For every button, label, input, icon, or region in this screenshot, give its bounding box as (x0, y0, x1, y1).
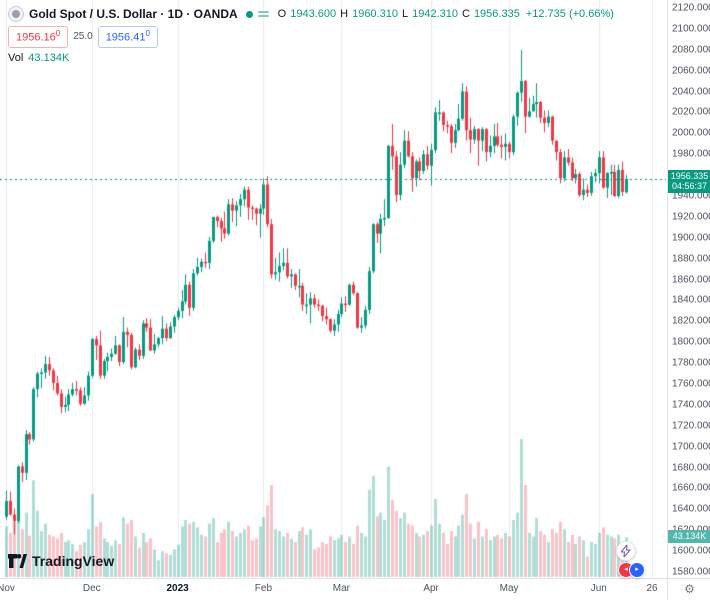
price-axis-label: 1840.000 (672, 294, 710, 306)
open-label: O (277, 8, 287, 20)
close-value: 1956.335 (473, 8, 520, 20)
price-axis-label: 1620.000 (672, 525, 710, 536)
price-axis-label: 2020.000 (672, 106, 710, 118)
price-axis-label: 1920.000 (672, 211, 710, 223)
price-axis-label: 1820.000 (672, 315, 710, 327)
session-status-icon (257, 10, 269, 19)
symbol-legend: Gold Spot / U.S. Dollar · 1D · OANDA O 19… (8, 6, 614, 22)
price-axis-label: 1660.000 (672, 482, 710, 494)
volume-axis-tag: 43.134K (668, 530, 710, 543)
lightning-icon (621, 545, 631, 557)
price-axis-label: 1700.000 (672, 441, 710, 453)
sell-button[interactable]: 1956.160 (8, 26, 69, 48)
time-axis-label: Nov (0, 583, 15, 594)
current-price-value: 1956.335 (670, 170, 709, 181)
price-axis-label: 1800.000 (672, 336, 710, 348)
time-axis-label: Jun (590, 583, 607, 594)
quote-row: 1956.160 25.0 1956.410 (8, 26, 158, 48)
ohlc-values: O 1943.600 H 1960.310 L 1942.310 C 1956.335 … (278, 8, 614, 20)
time-axis-label: May (499, 583, 519, 594)
price-axis-label: 1900.000 (672, 232, 710, 244)
high-value: 1960.310 (352, 8, 398, 20)
buy-button[interactable]: 1956.410 (97, 26, 158, 48)
close-label: C (461, 8, 470, 20)
price-axis-label: 1600.000 (672, 545, 710, 557)
price-axis-label: 1580.000 (672, 566, 710, 578)
price-axis[interactable]: 1956.335 04:56:37 43.134K 2120.000 2100.0… (667, 0, 710, 578)
time-axis-label: Dec (82, 583, 101, 594)
symbol-title[interactable]: Gold Spot / U.S. Dollar · 1D · OANDA (29, 7, 238, 21)
time-axis-label: Apr (423, 583, 439, 594)
chart-pane: Gold Spot / U.S. Dollar · 1D · OANDA O 19… (0, 0, 666, 578)
price-axis-label: 2080.000 (672, 44, 710, 56)
time-axis-label: 2023 (166, 583, 189, 594)
time-axis-label: Mar (332, 583, 351, 594)
price-axis-label: 2060.000 (672, 65, 710, 77)
candlestick-chart[interactable] (0, 0, 666, 578)
gear-icon[interactable]: ⚙ (684, 582, 695, 596)
axis-corner: ⚙ (667, 578, 710, 600)
price-axis-label: 1640.000 (672, 503, 710, 515)
change-value: +12.735 (+0.66%) (525, 8, 614, 20)
price-axis-label: 2120.000 (672, 2, 710, 14)
price-axis-label: 1980.000 (672, 148, 710, 160)
low-value: 1942.310 (412, 8, 458, 20)
price-axis-label: 2000.000 (672, 127, 710, 139)
volume-legend: Vol 43.134K (8, 52, 69, 64)
high-label: H (340, 8, 349, 20)
price-axis-label: 2040.000 (672, 86, 710, 98)
price-axis-label: 1760.000 (672, 378, 710, 390)
current-price-tag: 1956.335 04:56:37 (668, 169, 710, 194)
price-axis-label: 2100.000 (672, 23, 710, 35)
quick-actions-button[interactable] (616, 541, 636, 561)
low-label: L (401, 8, 409, 20)
tradingview-logo-icon (8, 553, 27, 568)
time-axis[interactable]: Nov Dec 2023 Feb Mar Apr May Jun 26 (0, 578, 667, 600)
time-axis-label: Feb (254, 583, 273, 594)
price-axis-label: 1680.000 (672, 462, 710, 474)
volume-label: Vol (8, 52, 24, 64)
spread-value: 25.0 (73, 31, 93, 43)
tradingview-logo-text: TradingView (32, 553, 115, 569)
price-axis-label: 1940.000 (672, 190, 710, 202)
buy-bubble-icon: ▸ (629, 562, 645, 578)
open-value: 1943.600 (290, 8, 337, 20)
price-axis-label: 1860.000 (672, 274, 710, 286)
time-axis-label: 26 (646, 583, 658, 594)
trade-panel-button[interactable]: ◂ ▸ (618, 562, 645, 578)
symbol-logo-icon (8, 6, 24, 22)
market-open-dot-icon (245, 10, 253, 18)
tradingview-logo[interactable]: TradingView (8, 553, 114, 569)
price-axis-label: 1880.000 (672, 253, 710, 265)
price-axis-label: 1780.000 (672, 357, 710, 369)
price-axis-label: 1740.000 (672, 399, 710, 411)
price-axis-label: 1720.000 (672, 420, 710, 432)
bar-countdown: 04:56:37 (671, 181, 708, 192)
volume-value: 43.134K (28, 52, 70, 64)
